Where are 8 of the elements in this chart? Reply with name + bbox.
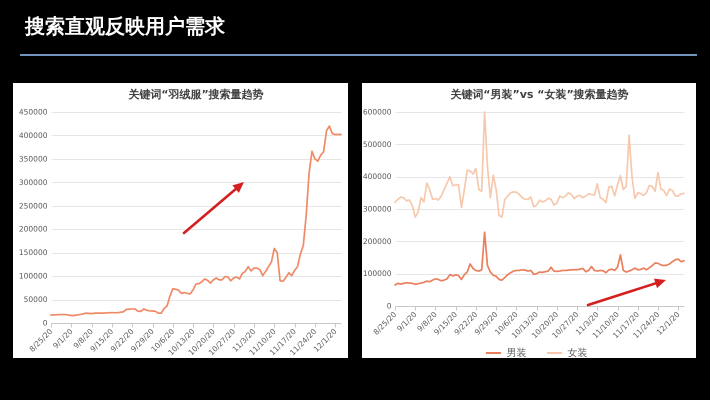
legend-label: 男装 — [506, 347, 526, 359]
chart-title: 关键词“男装”vs “女装”搜索量趋势 — [449, 88, 629, 101]
legend-label: 女装 — [568, 347, 588, 359]
line-series — [50, 125, 342, 316]
line-series — [394, 231, 685, 286]
chart-title: 关键词“羽绒服”搜索量趋势 — [127, 88, 264, 101]
text: 搜索直观反映用户需求 — [25, 13, 225, 39]
line-series — [394, 111, 685, 218]
